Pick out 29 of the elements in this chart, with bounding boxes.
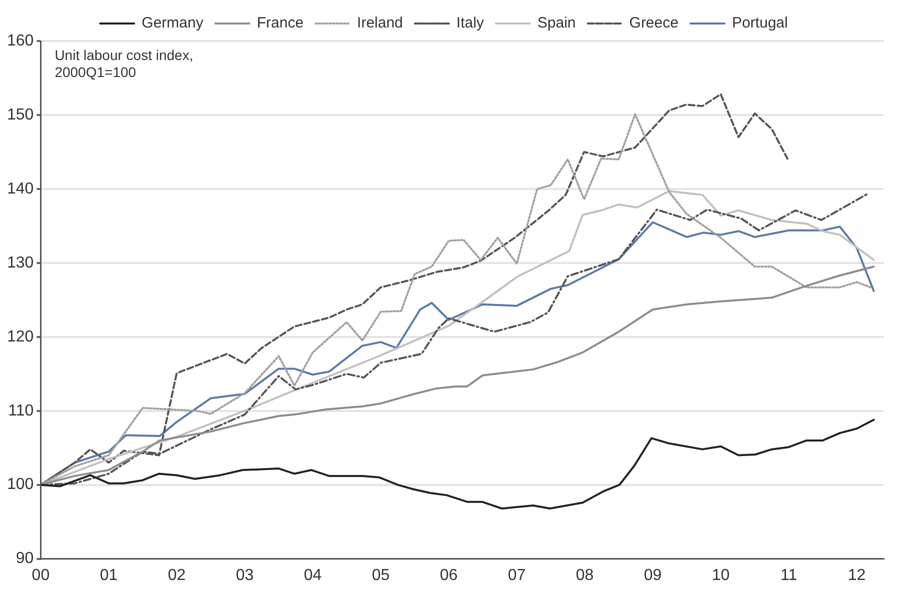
x-tick-label: 09 xyxy=(644,566,662,584)
x-tick-label: 00 xyxy=(32,566,50,584)
x-tick-label: 04 xyxy=(304,566,322,584)
x-tick-label: 05 xyxy=(372,566,390,584)
y-tick-label: 140 xyxy=(6,180,34,198)
y-tick-label: 150 xyxy=(6,106,34,124)
legend-label: Spain xyxy=(537,14,576,32)
y-tick-label: 110 xyxy=(8,402,34,420)
x-tick-label: 07 xyxy=(508,566,526,584)
x-tick-label: 02 xyxy=(168,566,186,584)
x-tick-label: 11 xyxy=(780,566,798,584)
y-tick-label: 160 xyxy=(6,32,34,50)
legend-label: Greece xyxy=(629,14,678,32)
x-tick-label: 10 xyxy=(712,566,730,584)
y-tick-label: 100 xyxy=(6,476,34,494)
legend-label: Germany xyxy=(142,14,204,32)
x-tick-label: 03 xyxy=(236,566,254,584)
x-tick-label: 12 xyxy=(848,566,866,584)
legend-label: Ireland xyxy=(357,14,403,32)
x-tick-label: 06 xyxy=(440,566,458,584)
legend-label: Portugal xyxy=(732,14,788,32)
y-tick-label: 90 xyxy=(16,550,34,568)
legend-label: Italy xyxy=(456,14,484,32)
annotation: Unit labour cost index, 2000Q1=100 xyxy=(54,46,194,80)
legend-label: France xyxy=(256,14,304,32)
x-tick-label: 01 xyxy=(100,566,118,584)
x-tick-label: 08 xyxy=(576,566,594,584)
y-tick-label: 120 xyxy=(6,328,34,346)
y-tick-label: 130 xyxy=(6,254,34,272)
